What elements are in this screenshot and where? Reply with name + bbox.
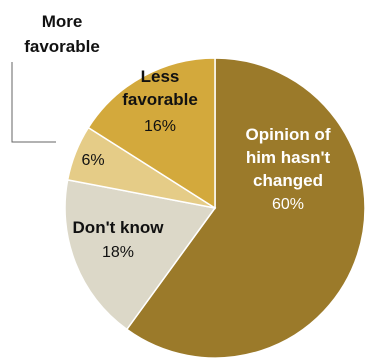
callout-label-line-2: favorable: [24, 37, 100, 56]
slice-value-dont-know: 18%: [102, 244, 134, 261]
slice-value-unchanged: 60%: [272, 196, 304, 213]
slice-value-more-favorable: 6%: [81, 152, 104, 169]
pie-slices: [64, 57, 366, 359]
slice-label-unchanged-line-3: changed: [253, 171, 323, 190]
slice-value-less-favorable: 16%: [144, 118, 176, 135]
slice-label-less-favorable-line-2: favorable: [122, 90, 198, 109]
slice-less-favorable: [87, 57, 216, 210]
slice-dont-know: [64, 179, 217, 331]
slice-label-dont-know: Don't know: [73, 218, 165, 237]
slice-label-unchanged-line-2: him hasn't: [246, 148, 331, 167]
slice-label-less-favorable-line-1: Less: [141, 67, 180, 86]
slice-unchanged: [125, 57, 366, 359]
callout-label-line-1: More: [42, 12, 83, 31]
slice-label-unchanged-line-1: Opinion of: [246, 125, 331, 144]
callout-leader-line: [11, 62, 56, 143]
